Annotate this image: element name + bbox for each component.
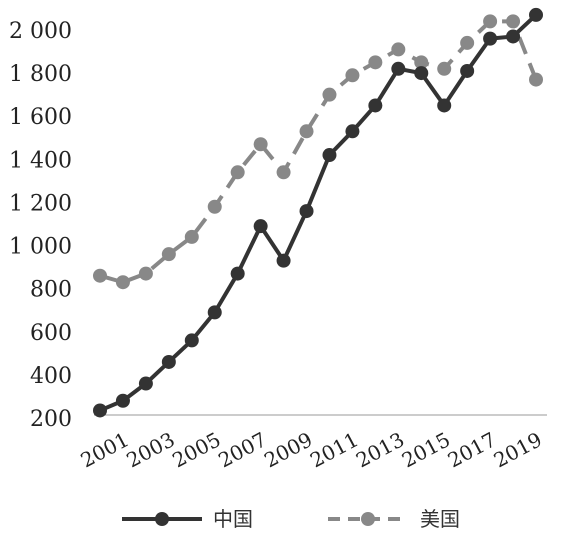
data-point-china xyxy=(345,124,360,139)
data-point-china xyxy=(253,219,268,234)
data-point-china xyxy=(368,98,383,113)
data-point-china xyxy=(322,148,337,163)
data-point-china xyxy=(437,98,452,113)
data-point-usa xyxy=(161,247,176,262)
data-point-usa xyxy=(322,87,337,102)
data-point-usa xyxy=(414,55,429,70)
legend-item-china: 中国 xyxy=(122,507,253,531)
data-point-china xyxy=(93,403,107,418)
y-tick-label: 2 000 xyxy=(9,19,72,44)
data-point-china xyxy=(483,31,498,46)
legend-label-usa: 美国 xyxy=(420,507,460,531)
data-point-usa xyxy=(506,14,521,29)
data-point-china xyxy=(184,333,199,348)
y-tick-label: 200 xyxy=(30,407,72,432)
y-tick-label: 400 xyxy=(30,364,72,389)
data-point-china xyxy=(506,29,521,44)
data-point-usa xyxy=(437,61,452,76)
data-point-usa xyxy=(93,268,107,283)
legend-label-china: 中国 xyxy=(213,507,253,531)
y-tick-label: 600 xyxy=(30,321,72,346)
data-point-usa xyxy=(368,55,383,70)
x-tick-label: 2019 xyxy=(490,427,546,472)
data-point-china xyxy=(115,393,130,408)
y-tick-label: 1 000 xyxy=(9,235,72,260)
series-usa xyxy=(93,14,543,290)
data-point-usa xyxy=(184,229,199,244)
y-tick-label: 800 xyxy=(30,278,72,303)
data-point-china xyxy=(207,305,222,320)
data-point-usa xyxy=(138,266,153,281)
data-point-usa xyxy=(483,14,498,29)
data-point-china xyxy=(161,354,176,369)
data-point-usa xyxy=(253,137,268,152)
y-tick-label: 1 600 xyxy=(9,105,72,130)
data-point-usa xyxy=(230,165,245,180)
data-point-usa xyxy=(529,72,543,87)
y-tick-label: 1 400 xyxy=(9,148,72,173)
data-point-usa xyxy=(460,35,475,50)
data-point-usa xyxy=(115,275,130,290)
data-point-china xyxy=(299,204,314,219)
legend-marker-china xyxy=(155,512,169,526)
legend-item-usa: 美国 xyxy=(328,507,460,531)
data-point-usa xyxy=(299,124,314,139)
series-layer xyxy=(93,7,543,418)
legend: 中国 美国 xyxy=(122,507,460,531)
data-point-china xyxy=(414,66,429,81)
data-point-usa xyxy=(276,165,291,180)
data-point-china xyxy=(391,61,406,76)
legend-marker-usa xyxy=(361,512,375,526)
data-point-usa xyxy=(345,68,360,83)
data-point-usa xyxy=(391,42,406,57)
series-line-usa xyxy=(99,19,538,285)
data-point-usa xyxy=(207,199,222,214)
data-point-china xyxy=(460,63,475,78)
data-point-china xyxy=(276,253,291,268)
series-china xyxy=(93,7,543,418)
data-point-china xyxy=(230,266,245,281)
data-point-china xyxy=(529,7,543,22)
data-point-china xyxy=(138,376,153,391)
y-axis-tick-labels: 200 400 600 800 1 000 1 200 1 400 1 600 1 800 2 0… xyxy=(9,19,72,432)
y-tick-label: 1 800 xyxy=(9,62,72,87)
y-tick-label: 1 200 xyxy=(9,191,72,216)
